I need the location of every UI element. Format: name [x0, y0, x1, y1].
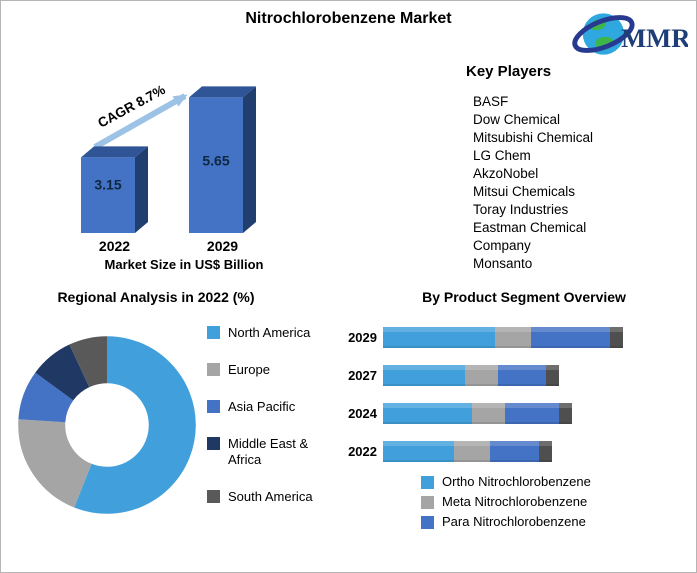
- key-player-item: Toray Industries: [473, 202, 569, 217]
- stacked-bar: [383, 403, 572, 424]
- segment-para-2029: [530, 327, 610, 348]
- segment-end-cap: [546, 365, 560, 386]
- legend-item: South America: [207, 489, 329, 505]
- segment-para-2024: [505, 403, 559, 424]
- key-player-item: Mitsui Chemicals: [473, 184, 576, 199]
- mmr-logo: MMR: [570, 4, 691, 64]
- bar-top-face: [189, 86, 256, 98]
- segment-meta-2022: [454, 441, 491, 462]
- key-players-list: BASF Dow Chemical Mitsubishi Chemical LG Ch…: [466, 93, 681, 273]
- key-player-item: LG Chem: [473, 148, 531, 163]
- key-player-item: Eastman Chemical: [473, 220, 587, 235]
- bar-side-face: [243, 86, 256, 234]
- legend-label: Europe: [228, 362, 270, 377]
- bar-side-face: [135, 146, 148, 233]
- legend-label: Para Nitrochlorobenzene: [442, 514, 586, 529]
- segment-meta-2024: [472, 403, 506, 424]
- legend-label: South America: [228, 489, 313, 504]
- legend-item: Para Nitrochlorobenzene: [421, 514, 591, 529]
- segment-para-2027: [497, 365, 547, 386]
- stack-year-label: 2027: [348, 368, 377, 383]
- legend-item: Middle East & Africa: [207, 436, 329, 468]
- cagr-arrow: [93, 93, 188, 150]
- legend-item: Ortho Nitrochlorobenzene: [421, 474, 591, 489]
- pie-slice-europe: [18, 336, 196, 514]
- pie-slice-south-america: [18, 336, 196, 514]
- key-player-item: Dow Chemical: [473, 112, 561, 127]
- page-title: Nitrochlorobenzene Market: [245, 10, 452, 27]
- legend-swatch-asia-pacific: [207, 400, 220, 413]
- bar-2029: [189, 97, 243, 234]
- segment-meta-2029: [495, 327, 531, 348]
- segment-end-cap: [538, 441, 552, 462]
- segment-end-cap: [558, 403, 572, 424]
- regional-legend: North America Europe Asia Pacific Middle…: [207, 325, 329, 505]
- bar-value-label: 3.15: [94, 176, 121, 192]
- legend-label: Ortho Nitrochlorobenzene: [442, 474, 591, 489]
- legend-label: Meta Nitrochlorobenzene: [442, 494, 588, 509]
- stacked-bar-row: 2022: [337, 441, 623, 462]
- legend-item: Europe: [207, 362, 329, 378]
- legend-label: Middle East & Africa: [228, 436, 309, 467]
- legend-swatch-meta: [421, 495, 434, 509]
- legend-label: North America: [228, 325, 311, 340]
- mmr-logo-graphic: MMR: [572, 13, 691, 55]
- key-players-section: Key Players BASF Dow Chemical Mitsubishi C…: [466, 63, 681, 273]
- key-player-item: BASF: [473, 94, 509, 109]
- regional-donut-chart: [18, 336, 196, 514]
- key-player-item: AkzoNobel: [473, 166, 539, 181]
- bar-year-label: 2029: [207, 238, 238, 254]
- legend-item: Meta Nitrochlorobenzene: [421, 494, 591, 509]
- stack-year-label: 2022: [348, 444, 377, 459]
- legend-swatch-middle-east-africa: [207, 437, 220, 450]
- regional-analysis-title: Regional Analysis in 2022 (%): [57, 289, 255, 305]
- legend-swatch-north-america: [207, 326, 220, 339]
- market-size-caption: Market Size in US$ Billion: [104, 257, 264, 272]
- key-player-item: Monsanto: [473, 256, 533, 271]
- segment-ortho-2029: [383, 327, 496, 348]
- legend-item: Asia Pacific: [207, 399, 329, 415]
- segment-end-cap: [609, 327, 623, 348]
- bar-value-label: 5.65: [202, 152, 229, 168]
- segment-ortho-2027: [383, 365, 465, 386]
- stacked-bar-row: 2027: [337, 365, 623, 386]
- logo-swoosh: [572, 15, 635, 53]
- segment-meta-2027: [464, 365, 498, 386]
- bar-2022: [81, 157, 135, 233]
- legend-swatch-para: [421, 515, 434, 529]
- bar-year-label: 2022: [99, 238, 130, 254]
- key-player-item: Mitsubishi Chemical: [473, 130, 594, 145]
- segment-ortho-2022: [383, 441, 455, 462]
- segment-legend: Ortho Nitrochlorobenzene Meta Nitrochlor…: [421, 474, 591, 529]
- stack-year-label: 2029: [348, 330, 377, 345]
- bar-top-face: [81, 146, 148, 158]
- key-player-item: Company: [473, 238, 531, 253]
- legend-swatch-ortho: [421, 475, 434, 489]
- segment-para-2022: [490, 441, 539, 462]
- segment-ortho-2024: [383, 403, 473, 424]
- segment-overview-title: By Product Segment Overview: [422, 289, 626, 305]
- legend-swatch-south-america: [207, 490, 220, 503]
- stacked-bar: [383, 327, 623, 348]
- legend-swatch-europe: [207, 363, 220, 376]
- stacked-bar: [383, 441, 552, 462]
- legend-item: North America: [207, 325, 329, 341]
- stack-year-label: 2024: [348, 406, 377, 421]
- stacked-bar: [383, 365, 560, 386]
- key-players-title: Key Players: [466, 63, 552, 80]
- stacked-bar-row: 2029: [337, 327, 623, 348]
- logo-text: MMR: [621, 23, 688, 53]
- legend-label: Asia Pacific: [228, 399, 296, 414]
- segment-stacked-chart: 2029 2027 2024 2022: [337, 327, 623, 462]
- stacked-bar-row: 2024: [337, 403, 623, 424]
